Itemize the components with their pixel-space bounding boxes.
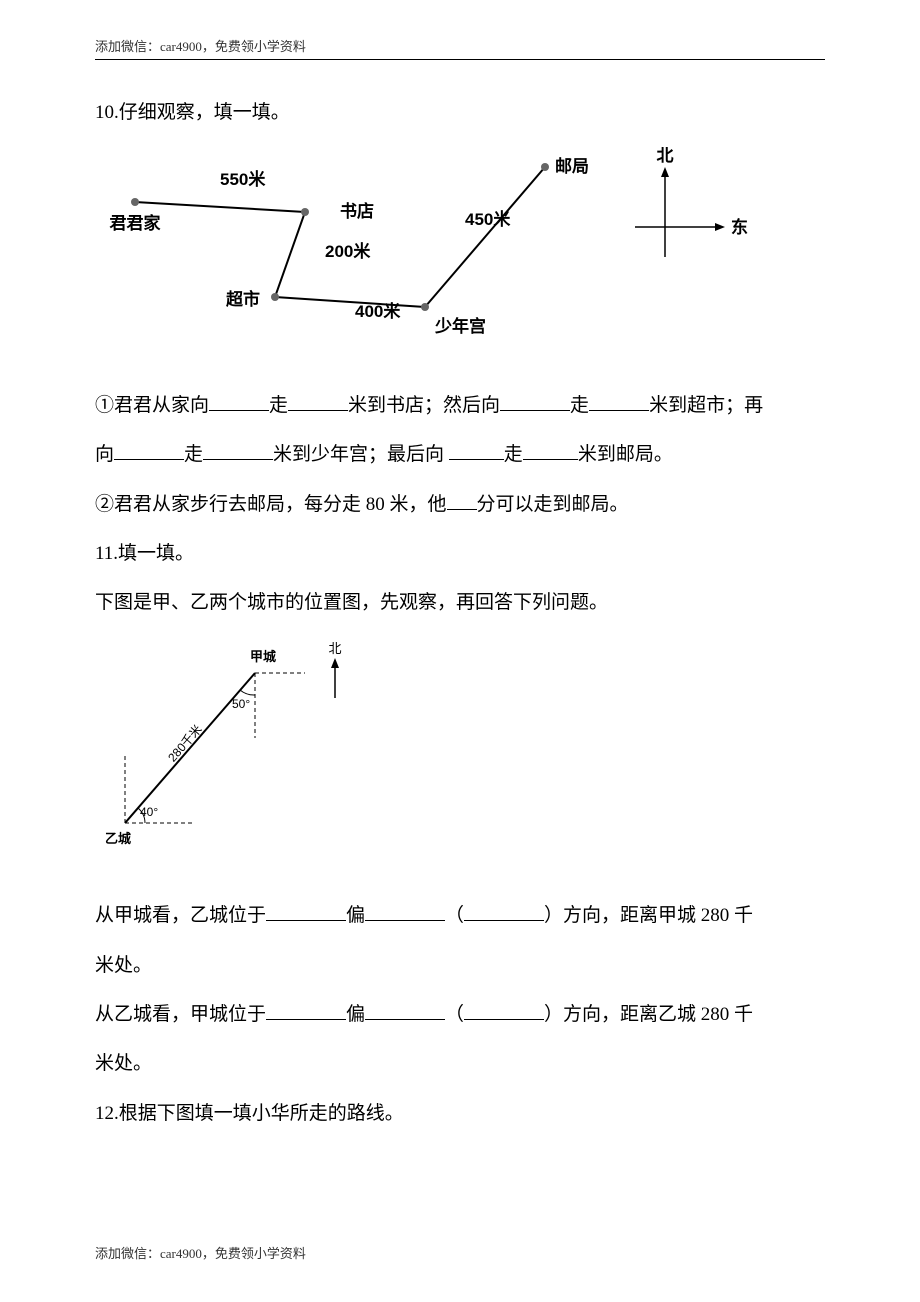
svg-text:550米: 550米 <box>220 169 266 189</box>
q11-line1: 从甲城看，乙城位于偏（）方向，距离甲城 280 千 <box>95 891 825 940</box>
q11-title: 11.填一填。 <box>95 529 825 578</box>
distance-label: 280千米 <box>165 722 204 764</box>
header-rule <box>95 59 825 60</box>
q10-part2: ②君君从家步行去邮局，每分走 80 米，他分可以走到邮局。 <box>95 480 825 529</box>
svg-text:书店: 书店 <box>340 201 374 221</box>
svg-text:450米: 450米 <box>465 209 511 229</box>
q11-intro: 下图是甲、乙两个城市的位置图，先观察，再回答下列问题。 <box>95 578 825 627</box>
compass: 北 东 <box>635 147 748 257</box>
svg-text:400米: 400米 <box>355 301 401 321</box>
q10-part1-line1: ①君君从家向走米到书店；然后向走米到超市；再 <box>95 381 825 430</box>
header-text: 添加微信：car4900，免费领小学资料 <box>95 36 825 55</box>
svg-text:少年宫: 少年宫 <box>434 316 486 336</box>
q10-title: 10.仔细观察，填一填。 <box>95 88 825 137</box>
svg-text:超市: 超市 <box>226 289 260 309</box>
angle-top: 50° <box>232 697 250 711</box>
q10-diagram: 君君家 书店 超市 少年宫 邮局 550米 200米 400米 450米 北 东 <box>95 147 825 366</box>
city-b-label: 乙城 <box>105 831 131 846</box>
north-label: 北 <box>328 641 341 656</box>
q11-line2-tail: 米处。 <box>95 1039 825 1088</box>
svg-text:200米: 200米 <box>325 241 371 261</box>
q11-diagram: 甲城 乙城 50° 40° 280千米 北 <box>95 638 825 877</box>
svg-text:东: 东 <box>731 217 748 237</box>
svg-text:邮局: 邮局 <box>555 156 589 176</box>
q10-part1-line2: 向走米到少年宫；最后向 走米到邮局。 <box>95 430 825 479</box>
svg-text:北: 北 <box>657 147 674 165</box>
q11-line1-tail: 米处。 <box>95 941 825 990</box>
q12-title: 12.根据下图填一填小华所走的路线。 <box>95 1089 825 1138</box>
svg-text:君君家: 君君家 <box>110 213 161 233</box>
footer-text: 添加微信：car4900，免费领小学资料 <box>95 1243 306 1262</box>
city-a-label: 甲城 <box>250 649 276 664</box>
angle-bottom: 40° <box>140 805 158 819</box>
q11-line2: 从乙城看，甲城位于偏（）方向，距离乙城 280 千 <box>95 990 825 1039</box>
